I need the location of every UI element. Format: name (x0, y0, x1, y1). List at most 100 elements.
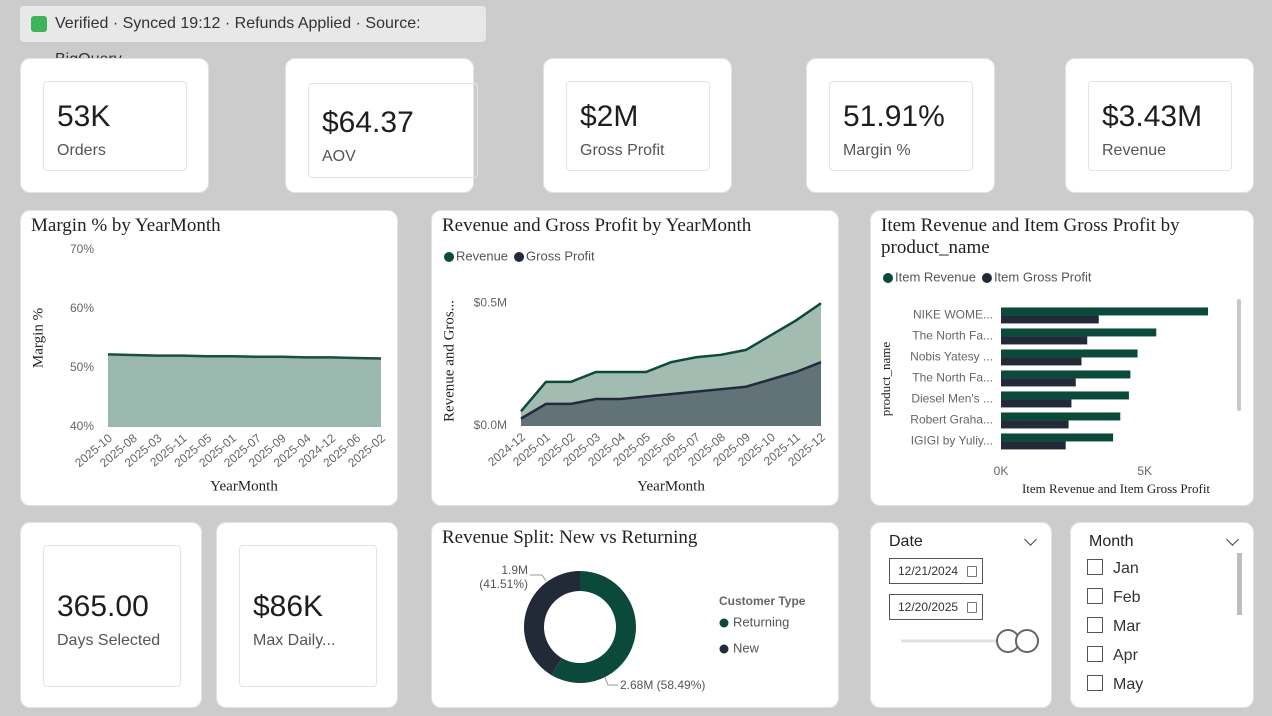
x-axis-label: YearMonth (210, 478, 278, 494)
y-tick-label: 50% (70, 360, 94, 374)
x-axis-label: YearMonth (637, 478, 705, 494)
y-tick-label: Nobis Yatesy ... (910, 350, 993, 364)
kpi-card: $64.37 AOV (285, 58, 478, 193)
kpi-value: $64.37 (322, 106, 414, 139)
line (520, 361, 822, 420)
data-label: 2.68M (58.49%) (620, 678, 706, 692)
kpi-card: 365.00 Days Selected (20, 522, 202, 708)
legend-swatch (719, 618, 729, 628)
kpi-label: Gross Profit (580, 142, 665, 159)
bar (1001, 370, 1131, 379)
legend-swatch (444, 252, 454, 262)
y-axis-label: product_name (878, 342, 893, 417)
month-text: Mar (1113, 618, 1141, 635)
kpi-value: 365.00 (57, 590, 149, 623)
kpi-label: Orders (57, 142, 106, 159)
y-axis-label: Margin % (30, 308, 46, 368)
bar (1001, 412, 1121, 421)
legend-title: Customer Type (719, 594, 806, 608)
slider-handle[interactable] (1015, 629, 1039, 653)
status-banner: Verified · Synced 19:12 · Refunds Applie… (20, 6, 486, 68)
chart-card: Revenue Split: New vs Returning Customer… (431, 522, 839, 708)
bar (1001, 399, 1072, 408)
x-tick-label: 0K (994, 464, 1009, 478)
kpi-card: 51.91% Margin % (806, 58, 995, 193)
kpi-card: $2M Gross Profit (543, 58, 732, 193)
donut-slice (551, 571, 636, 683)
check-icon (31, 16, 47, 32)
donut-slice (524, 571, 580, 676)
legend-label: Item Gross Profit (994, 269, 1092, 284)
date-slicer: Date 12/21/2024 12/20/2025 (870, 522, 1052, 708)
date-input[interactable]: 12/21/2024 (889, 558, 983, 584)
revenue-chart: $0.0M$0.5M2024-122025-012025-022025-0320… (441, 248, 828, 494)
chart-card: Revenue and Gross Profit by YearMonth $0… (431, 210, 839, 506)
bar (1001, 420, 1069, 429)
y-tick-label: Diesel Men's ... (911, 392, 993, 406)
kpi-label: AOV (322, 148, 356, 165)
legend-label: Gross Profit (526, 248, 595, 263)
line (107, 353, 382, 360)
legend-swatch (981, 273, 992, 283)
chart-title: Revenue Split: New vs Returning (442, 527, 698, 548)
month-text: May (1113, 676, 1144, 693)
bar (1001, 336, 1088, 345)
month-text: Jan (1113, 560, 1139, 577)
dropdown-chevron[interactable] (1226, 533, 1239, 546)
kpi-card: $3.43M Revenue (1065, 58, 1254, 193)
legend-label: New (733, 640, 760, 655)
y-tick-label: $0.0M (474, 418, 507, 432)
month-text: Apr (1113, 647, 1138, 664)
kpi-value: $2M (580, 100, 639, 133)
y-tick-label: 40% (70, 419, 94, 433)
margin-chart: 40%50%60%70%2025-102025-082025-032025-11… (30, 242, 388, 494)
donut-chart: Customer Type Returning New (524, 571, 806, 686)
kpi-card: 53K Orders (20, 58, 209, 193)
bar (1001, 378, 1076, 387)
bar (1001, 441, 1066, 450)
date-input[interactable]: 12/20/2025 (889, 594, 983, 620)
kpi-card: $86K Max Daily... (216, 522, 398, 708)
bar (1001, 349, 1138, 358)
chart-card: Item Revenue and Item Gross Profit by pr… (870, 210, 1254, 506)
product-chart: 0K 5K NIKE WOME... The North Fa... Nobis Yat… (878, 269, 1241, 496)
bar (1001, 315, 1099, 324)
y-tick-label: The North Fa... (912, 329, 993, 343)
bar (1001, 307, 1208, 316)
x-axis-label: Item Revenue and Item Gross Profit (1022, 481, 1210, 496)
date-text: 12/21/2024 (898, 564, 959, 578)
month-option[interactable]: Mar (1087, 617, 1141, 636)
bar (1001, 357, 1082, 366)
slicer-title: Date (889, 533, 923, 550)
month-slicer: Month Jan Feb Mar Apr May (1070, 522, 1254, 708)
y-tick-label: IGIGI by Yuliy... (911, 434, 993, 448)
y-tick-label: 70% (70, 242, 94, 256)
legend-label: Revenue (456, 248, 508, 263)
chart-title: Margin % by YearMonth (31, 215, 221, 236)
y-tick-label: $0.5M (474, 295, 507, 309)
bar (1001, 433, 1114, 442)
kpi-value: $86K (253, 590, 324, 623)
month-option[interactable]: Apr (1087, 646, 1138, 665)
month-option[interactable]: May (1087, 675, 1143, 694)
y-tick-label: 60% (70, 301, 94, 315)
month-option[interactable]: Jan (1087, 559, 1139, 578)
slicer-title: Month (1089, 533, 1134, 550)
legend-label: Item Revenue (895, 269, 976, 284)
chart-card: Margin % by YearMonth 40% 50% 60% 70% 2025-1… (20, 210, 398, 506)
y-tick-label: Robert Graha... (910, 413, 993, 427)
y-axis-label: Revenue and Gros... (441, 300, 457, 422)
dropdown-chevron[interactable] (1024, 533, 1037, 546)
kpi-value: $3.43M (1102, 100, 1203, 133)
legend-swatch (514, 252, 525, 262)
date-text: 12/20/2025 (898, 600, 959, 614)
scrollbar (1237, 299, 1241, 411)
range-slider[interactable] (871, 621, 1053, 661)
kpi-value: 51.91% (843, 100, 945, 133)
month-option[interactable]: Feb (1087, 588, 1141, 607)
kpi-label: Days Selected (57, 632, 161, 649)
line (520, 302, 822, 413)
kpi-label: Margin % (843, 142, 911, 159)
leader-line (603, 674, 618, 686)
y-tick-label: The North Fa... (912, 371, 993, 385)
